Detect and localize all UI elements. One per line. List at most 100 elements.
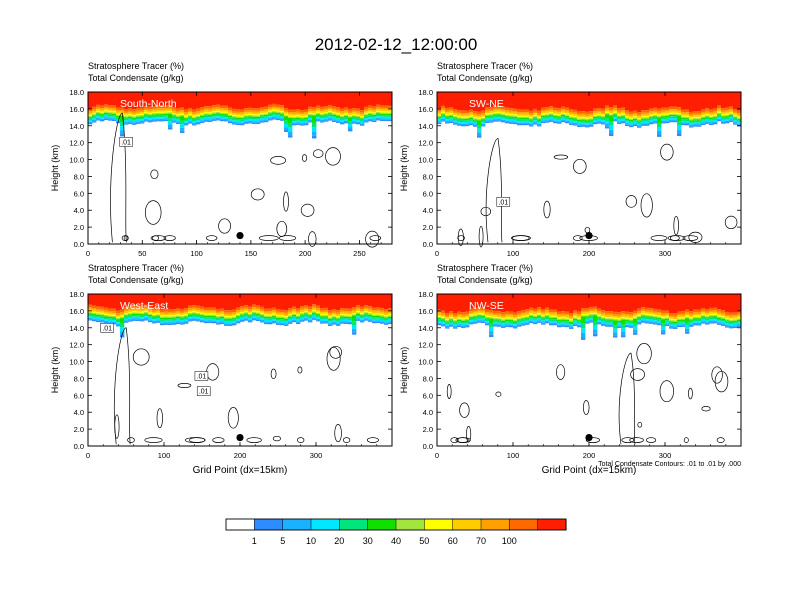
tracer-cell (697, 309, 702, 313)
tracer-cell (224, 294, 229, 311)
tracer-cell (565, 116, 570, 118)
tracer-cell (104, 314, 109, 317)
tracer-cell (140, 119, 145, 121)
tracer-cell (689, 92, 694, 112)
tracer-cell (104, 108, 109, 111)
tracer-cell (609, 324, 614, 326)
tracer-cell (380, 119, 385, 122)
tracer-cell (689, 116, 694, 118)
tracer-cell (116, 107, 121, 111)
tracer-cell (124, 120, 129, 123)
tracer-cell (509, 122, 514, 124)
tracer-cell (617, 314, 622, 317)
tracer-cell (256, 305, 261, 308)
tracer-cell (236, 111, 241, 114)
tracer-cell (661, 107, 666, 111)
tracer-cell (152, 110, 157, 112)
tracer-cell (677, 311, 682, 314)
tracer-cell (737, 110, 742, 114)
tracer-cell (669, 327, 674, 329)
tracer-cell (469, 109, 474, 113)
tracer-cell (705, 121, 710, 123)
tracer-cell (324, 315, 329, 317)
tracer-cell (441, 322, 446, 324)
tracer-cell (120, 107, 125, 111)
tracer-cell (164, 113, 169, 116)
tracer-cell (156, 105, 161, 109)
tracer-cell (593, 310, 598, 313)
tracer-cell (661, 113, 666, 116)
tracer-cell (457, 123, 462, 125)
condensate-contour (683, 437, 689, 443)
tracer-cell (481, 122, 486, 124)
tracer-cell (577, 294, 582, 312)
tracer-cell (513, 108, 518, 112)
tracer-cell (96, 110, 101, 113)
tracer-cell (569, 109, 574, 112)
condensate-contour (640, 193, 653, 218)
tracer-cell (104, 319, 109, 321)
tracer-cell (465, 314, 470, 316)
tracer-cell (124, 309, 129, 312)
tracer-cell (505, 325, 510, 328)
tracer-cell (344, 322, 349, 324)
tracer-cell (100, 319, 105, 322)
tracer-cell (216, 119, 221, 121)
tracer-cell (529, 313, 534, 315)
tracer-cell (661, 316, 666, 318)
tracer-cell (717, 294, 722, 310)
tracer-cell (481, 311, 486, 314)
tracer-cell (729, 321, 734, 323)
tracer-cell (457, 313, 462, 316)
tracer-cell (637, 317, 642, 319)
tracer-cell (192, 118, 197, 120)
tracer-cell (613, 117, 618, 119)
tracer-cell (561, 119, 566, 121)
tracer-cell (737, 322, 742, 325)
tracer-cell (384, 322, 389, 324)
tracer-cell (585, 120, 590, 122)
colorbar-label: 50 (419, 536, 429, 546)
tracer-cell (336, 109, 341, 112)
tracer-cell (629, 321, 634, 324)
tracer-cell (388, 105, 393, 109)
tracer-cell (364, 119, 369, 122)
tracer-cell (148, 118, 153, 120)
tracer-cell (196, 121, 201, 124)
tracer-cell (701, 294, 706, 308)
tracer-cell (557, 311, 562, 315)
tracer-cell (376, 107, 381, 109)
tracer-cell (288, 308, 293, 311)
tracer-cell (140, 120, 145, 123)
tracer-cell (320, 106, 325, 110)
tracer-cell (673, 112, 678, 114)
tracer-cell (320, 316, 325, 318)
tracer-cell (92, 118, 97, 120)
tracer-cell (96, 316, 101, 318)
tracer-cell (529, 315, 534, 318)
tracer-cell (665, 312, 670, 315)
tracer-cell (128, 311, 133, 314)
tracer-cell (112, 105, 117, 108)
tracer-cell (272, 109, 277, 112)
tracer-cell (296, 109, 301, 112)
tracer-cell (729, 322, 734, 325)
tracer-cell (368, 315, 373, 318)
tracer-cell (208, 311, 213, 314)
tracer-cell (296, 92, 301, 110)
tracer-cell (136, 294, 141, 306)
tracer-cell (677, 317, 682, 319)
tracer-cell (124, 113, 129, 115)
tracer-cell (481, 315, 486, 318)
tracer-cell (597, 321, 602, 324)
tracer-cell (637, 313, 642, 315)
tracer-cell (661, 122, 666, 124)
tracer-cell (661, 310, 666, 314)
tracer-cell (713, 108, 718, 112)
tracer-cell (513, 315, 518, 318)
tracer-cell (188, 317, 193, 319)
tracer-cell (144, 111, 149, 114)
tracer-cell (489, 323, 494, 328)
tracer-cell (501, 318, 506, 320)
tracer-cell (633, 314, 638, 317)
